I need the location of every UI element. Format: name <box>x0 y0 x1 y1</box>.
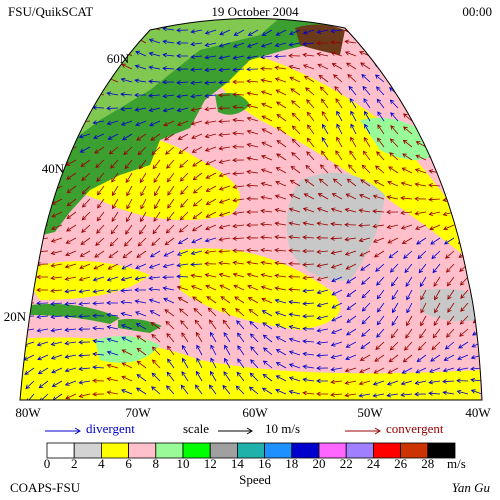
convergent-label: convergent <box>386 421 444 436</box>
speed-patch <box>420 288 480 322</box>
map <box>20 18 482 400</box>
scale-value: 10 m/s <box>265 421 300 436</box>
colorbar-title: Speed <box>239 472 271 487</box>
lat-label: 20N <box>4 309 27 324</box>
colorbar-label: 20 <box>313 456 326 471</box>
header-right: 00:00 <box>462 4 492 19</box>
header-center: 19 October 2004 <box>211 4 299 19</box>
land <box>215 92 250 115</box>
footer-right: Yan Gu <box>452 480 491 495</box>
lon-label: 60W <box>242 405 268 420</box>
colorbar-label: 16 <box>258 456 272 471</box>
lat-label: 60N <box>107 51 130 66</box>
divergent-label: divergent <box>86 421 135 436</box>
speed-patch <box>180 248 340 330</box>
colorbar-label: 14 <box>231 456 245 471</box>
speed-patch <box>200 40 470 260</box>
scale-arrow <box>218 427 253 435</box>
header-left: FSU/QuikSCAT <box>8 4 93 19</box>
lon-label: 70W <box>125 405 151 420</box>
lon-label: 80W <box>15 405 41 420</box>
colorbar-label: 8 <box>153 456 160 471</box>
map-border <box>19 17 483 401</box>
lon-label: 40W <box>465 405 491 420</box>
colorbar-unit: m/s <box>447 456 466 471</box>
colorbar-label: 28 <box>421 456 434 471</box>
scale-label: scale <box>183 421 209 436</box>
divergent-arrow <box>45 427 81 435</box>
colorbar-label: 6 <box>125 456 132 471</box>
colorbar: 0 2 4 6 8 10 12 14 16 18 20 22 24 26 28 m/s <box>44 442 466 471</box>
lon-label: 50W <box>357 405 383 420</box>
colorbar-label: 10 <box>177 456 190 471</box>
footer-left: COAPS-FSU <box>10 480 81 495</box>
land <box>30 303 120 324</box>
convergent-arrow <box>345 427 381 435</box>
colorbar-label: 22 <box>340 456 353 471</box>
colorbar-label: 26 <box>394 456 408 471</box>
colorbar-label: 2 <box>71 456 78 471</box>
colorbar-label: 4 <box>98 456 105 471</box>
colorbar-label: 24 <box>367 456 381 471</box>
colorbar-label: 18 <box>285 456 298 471</box>
speed-patch <box>286 172 385 281</box>
speed-patch <box>95 336 160 363</box>
colorbar-label: 0 <box>44 456 51 471</box>
lat-label: 40N <box>42 161 65 176</box>
colorbar-label: 12 <box>204 456 217 471</box>
colorbar-swatch <box>427 442 456 459</box>
